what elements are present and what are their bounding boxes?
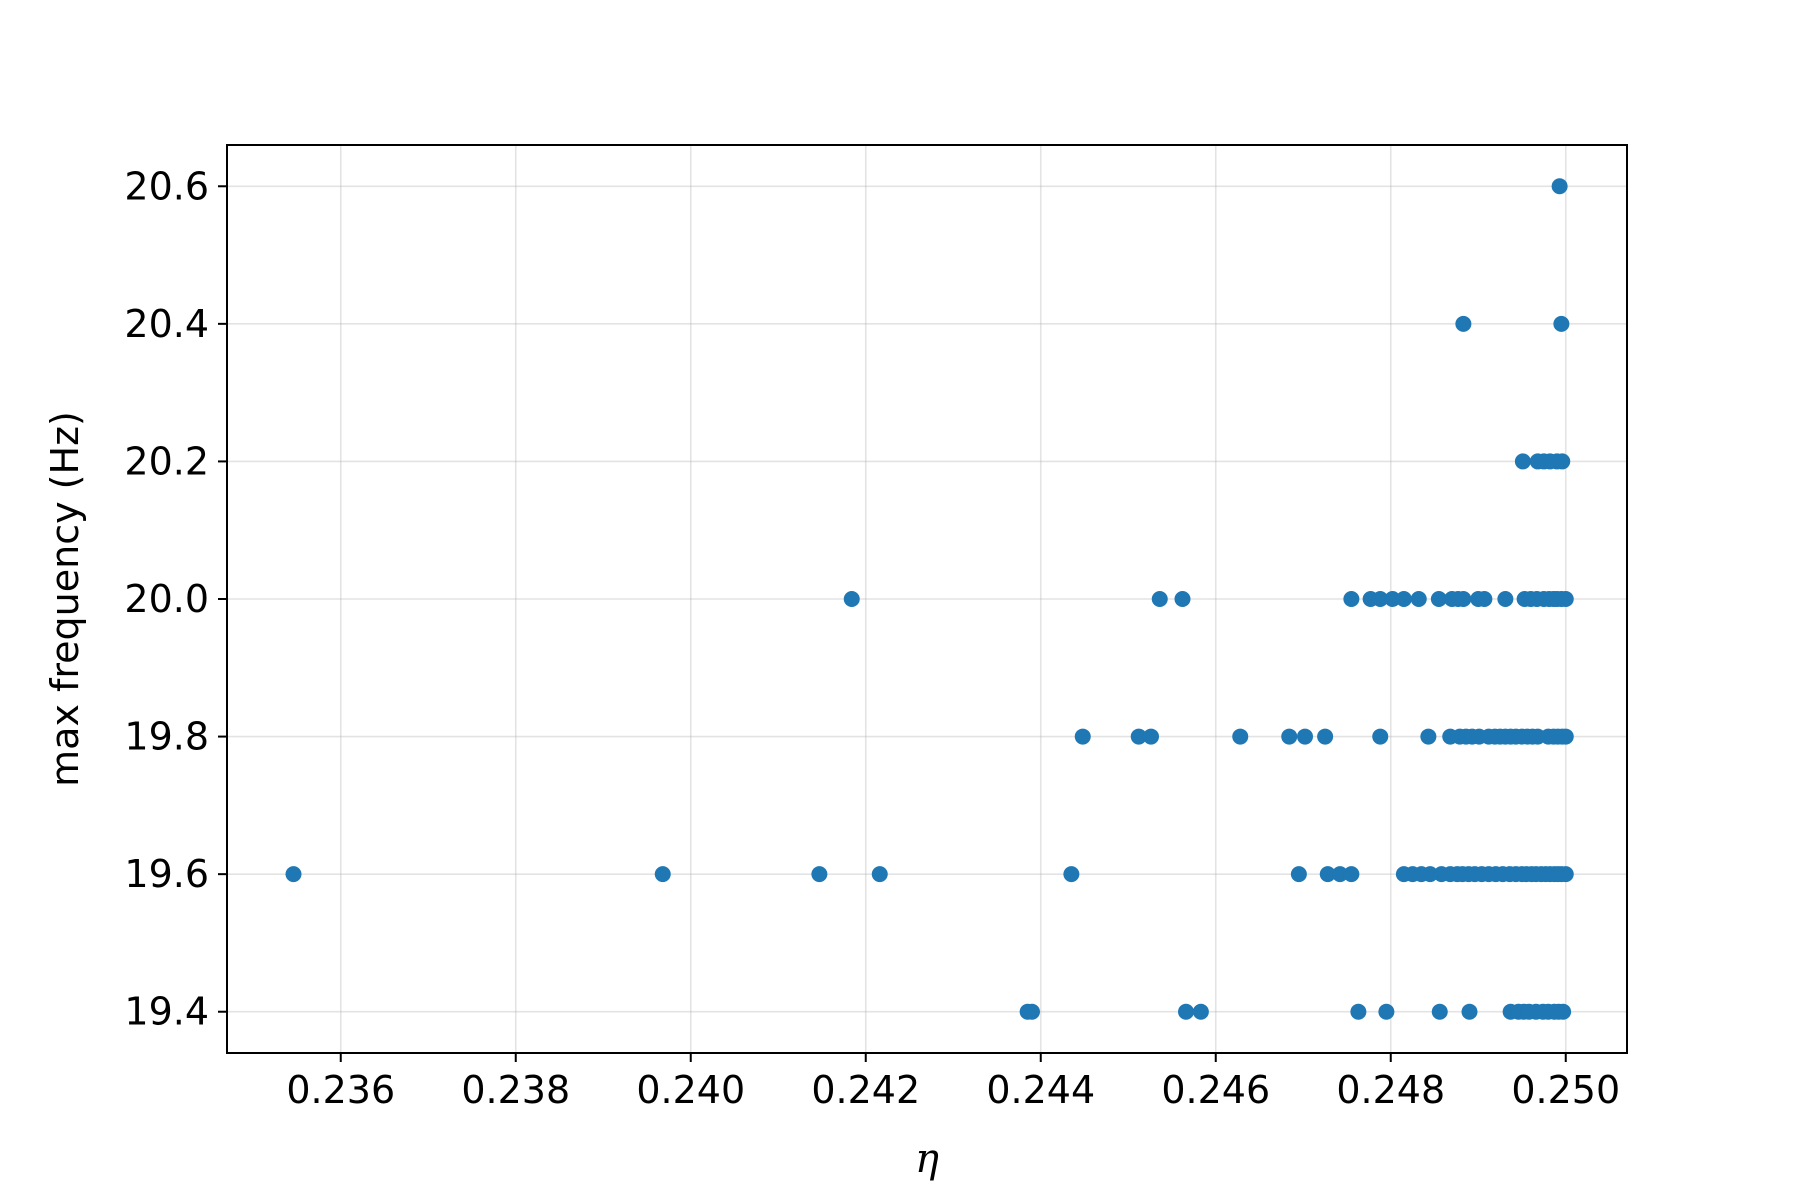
grid-lines [227, 145, 1627, 1053]
data-point [871, 866, 888, 883]
data-point [1557, 591, 1574, 607]
data-point [1151, 591, 1168, 607]
data-point [1178, 1003, 1194, 1020]
data-point [1455, 315, 1472, 332]
data-point [1317, 728, 1334, 745]
data-point [1455, 591, 1472, 607]
x-tick-label: 0.244 [986, 1068, 1095, 1112]
y-axis-label: max frequency (Hz) [43, 411, 87, 787]
data-point [1343, 866, 1360, 883]
data-point [1476, 591, 1493, 607]
data-point [1143, 728, 1159, 745]
data-point [1422, 866, 1439, 883]
data-points [285, 178, 1574, 1020]
data-point [1332, 866, 1348, 883]
data-point [1557, 866, 1574, 883]
y-tick-label: 20.2 [124, 439, 209, 483]
x-axis-ticks: 0.236 0.238 0.240 0.242 0.244 0.246 0.248 0.250 [286, 1053, 1620, 1112]
data-point [1024, 1003, 1040, 1020]
y-tick-label: 20.0 [124, 577, 209, 621]
data-point [1430, 591, 1447, 607]
data-point [1555, 1003, 1572, 1020]
y-tick-label: 19.8 [124, 715, 209, 759]
data-point [1497, 591, 1514, 607]
y-tick-label: 19.4 [124, 990, 209, 1034]
data-point [1461, 1003, 1478, 1020]
data-point [1514, 453, 1531, 470]
data-point [1174, 591, 1191, 607]
data-point [1553, 315, 1570, 332]
data-point [1551, 178, 1568, 195]
data-point [1410, 591, 1427, 607]
x-tick-label: 0.250 [1511, 1068, 1620, 1112]
x-tick-label: 0.246 [1161, 1068, 1270, 1112]
x-tick-label: 0.240 [636, 1068, 745, 1112]
y-tick-label: 20.6 [124, 164, 209, 208]
data-point [1372, 591, 1389, 607]
x-tick-label: 0.242 [811, 1068, 920, 1112]
y-tick-label: 20.4 [124, 302, 209, 346]
data-point [1281, 728, 1298, 745]
data-point [1431, 1003, 1448, 1020]
data-point [1395, 591, 1412, 607]
data-point [1350, 1003, 1367, 1020]
data-point [654, 866, 671, 883]
x-tick-label: 0.248 [1336, 1068, 1445, 1112]
data-point [1232, 728, 1249, 745]
data-point [1343, 591, 1360, 607]
data-point [1130, 728, 1147, 745]
data-point [1557, 728, 1574, 745]
data-point [1297, 728, 1313, 745]
data-point [1420, 728, 1437, 745]
y-tick-label: 19.6 [124, 852, 209, 896]
data-point [843, 591, 860, 607]
data-point [1384, 591, 1401, 607]
data-point [1290, 866, 1307, 883]
data-point [1372, 728, 1389, 745]
y-axis-ticks: 19.4 19.6 19.8 20.0 20.2 20.4 20.6 [124, 164, 227, 1034]
data-point [1063, 866, 1080, 883]
data-point [811, 866, 828, 883]
x-tick-label: 0.236 [286, 1068, 395, 1112]
data-point [1319, 866, 1336, 883]
data-point [285, 866, 302, 883]
data-point [1554, 453, 1571, 470]
data-point [1192, 1003, 1209, 1020]
x-tick-label: 0.238 [461, 1068, 570, 1112]
data-point [1378, 1003, 1395, 1020]
x-axis-label: η [915, 1136, 939, 1182]
data-point [1074, 728, 1091, 745]
